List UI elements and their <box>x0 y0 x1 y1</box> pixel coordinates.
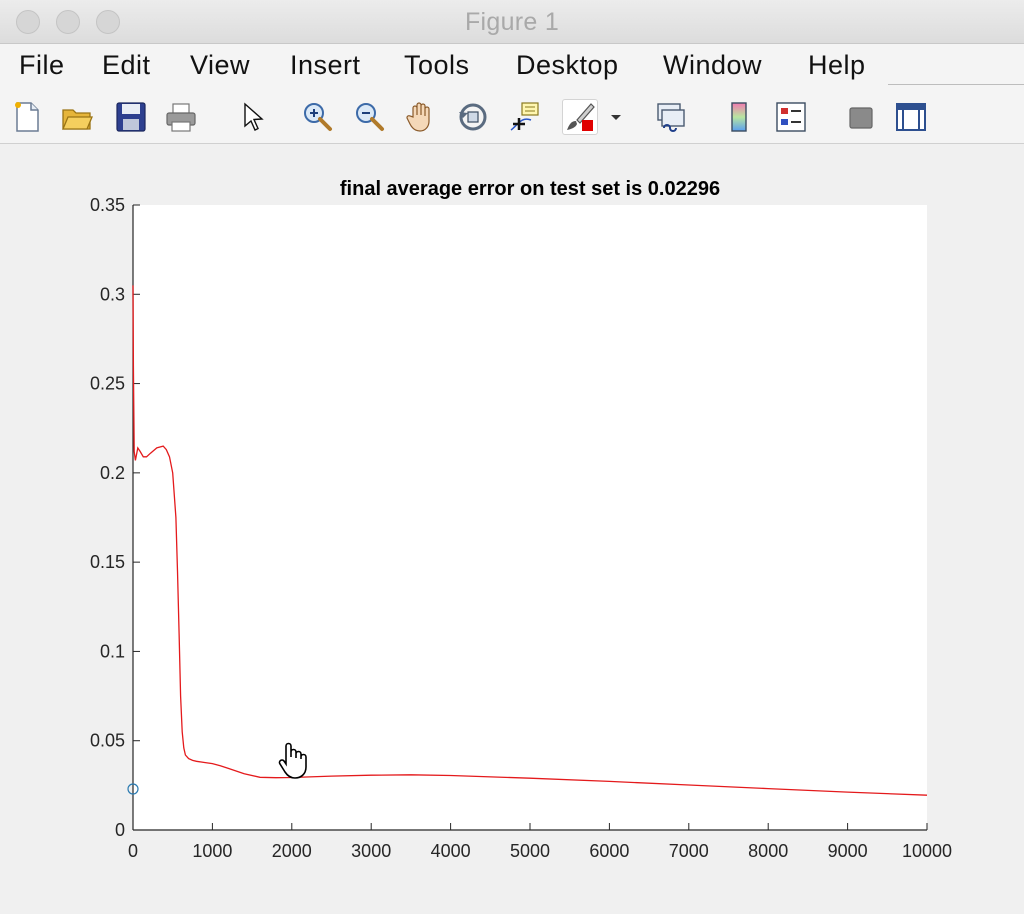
close-window-button[interactable] <box>16 10 40 34</box>
open-file-icon[interactable] <box>60 100 94 134</box>
menu-separator <box>888 84 1024 85</box>
x-tick-label: 4000 <box>431 841 471 861</box>
x-tick-label: 10000 <box>902 841 952 861</box>
x-tick-label: 3000 <box>351 841 391 861</box>
y-tick-label: 0.25 <box>90 374 125 394</box>
colorbar-icon[interactable] <box>722 100 756 134</box>
menu-help[interactable]: Help <box>808 50 866 80</box>
pan-hand-icon[interactable] <box>404 100 438 134</box>
plot-area <box>133 205 927 830</box>
chart-title: final average error on test set is 0.022… <box>340 178 720 200</box>
menu-insert[interactable]: Insert <box>290 50 361 80</box>
zoom-window-button[interactable] <box>96 10 120 34</box>
menu-bar: File Edit View Insert Tools Desktop Wind… <box>0 44 1024 120</box>
y-tick-label: 0.3 <box>100 284 125 304</box>
menu-desktop[interactable]: Desktop <box>516 50 619 80</box>
hand-cursor-icon <box>276 740 310 780</box>
hide-plot-tools-icon[interactable] <box>844 100 878 134</box>
menu-tools[interactable]: Tools <box>404 50 470 80</box>
y-tick-label: 0.15 <box>90 552 125 572</box>
menu-window[interactable]: Window <box>663 50 763 80</box>
y-tick-label: 0.2 <box>100 463 125 483</box>
legend-icon[interactable] <box>774 100 808 134</box>
zoom-out-icon[interactable] <box>352 100 386 134</box>
x-tick-label: 2000 <box>272 841 312 861</box>
menu-file[interactable]: File <box>19 50 65 80</box>
menu-view[interactable]: View <box>190 50 251 80</box>
error-curve-line <box>132 285 928 796</box>
test-error-marker <box>127 783 139 795</box>
x-tick-label: 7000 <box>669 841 709 861</box>
x-tick-label: 6000 <box>589 841 629 861</box>
show-plot-tools-icon[interactable] <box>894 100 928 134</box>
link-plot-icon[interactable] <box>654 100 688 134</box>
pointer-icon[interactable] <box>236 100 270 134</box>
y-tick-label: 0.05 <box>90 731 125 751</box>
y-tick-label: 0.35 <box>90 195 125 215</box>
x-tick-label: 9000 <box>828 841 868 861</box>
menu-edit[interactable]: Edit <box>102 50 151 80</box>
y-tick-label: 0 <box>115 820 125 840</box>
window-titlebar: Figure 1 <box>0 0 1024 44</box>
window-title: Figure 1 <box>464 8 560 36</box>
y-tick-label: 0.1 <box>100 641 125 661</box>
line-chart: final average error on test set is 0.022… <box>90 178 952 861</box>
x-tick-label: 0 <box>128 841 138 861</box>
new-figure-icon[interactable] <box>10 100 44 134</box>
figure-toolbar <box>0 88 1024 144</box>
save-icon[interactable] <box>114 100 148 134</box>
x-tick-label: 8000 <box>748 841 788 861</box>
brush-dropdown-icon[interactable] <box>606 100 626 134</box>
x-tick-label: 1000 <box>192 841 232 861</box>
data-cursor-icon[interactable] <box>508 100 542 134</box>
minimize-window-button[interactable] <box>56 10 80 34</box>
zoom-in-icon[interactable] <box>300 100 334 134</box>
print-icon[interactable] <box>164 100 198 134</box>
figure-canvas: final average error on test set is 0.022… <box>0 144 1024 914</box>
brush-icon[interactable] <box>562 99 598 135</box>
x-tick-label: 5000 <box>510 841 550 861</box>
rotate-3d-icon[interactable] <box>456 100 490 134</box>
